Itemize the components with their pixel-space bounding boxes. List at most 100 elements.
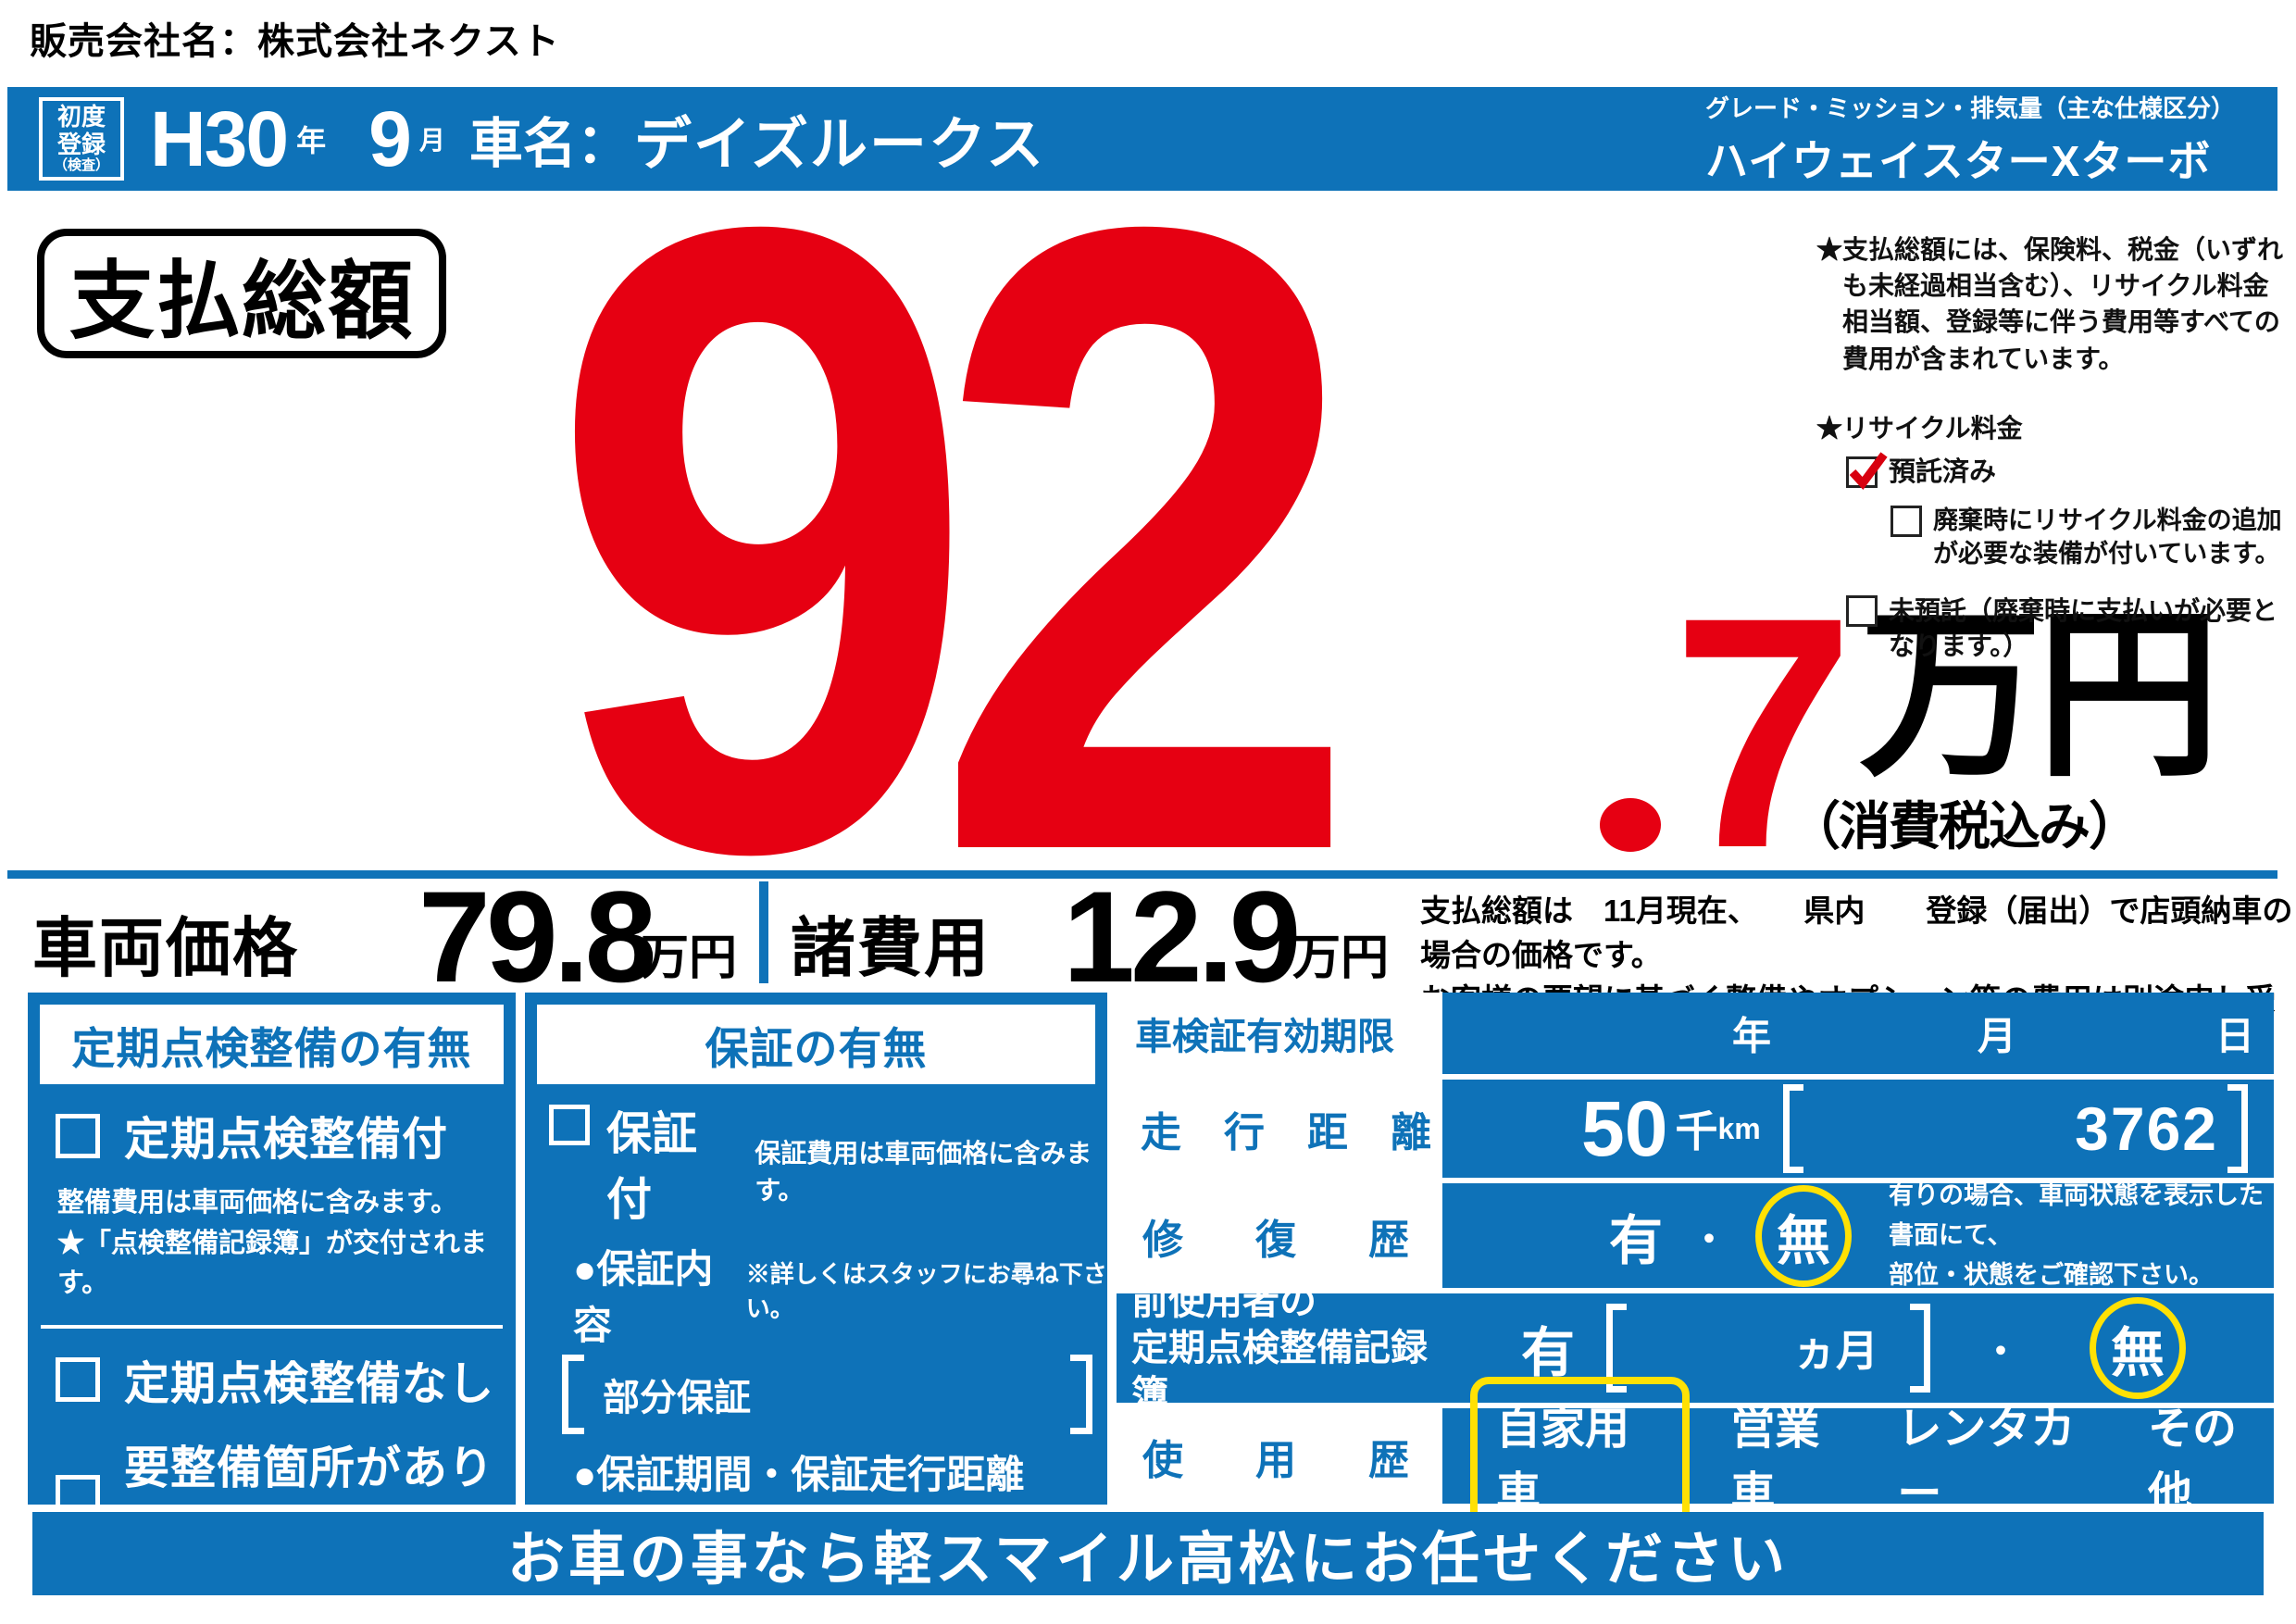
- price-note-line1: 支払総額は 11月現在、 県内 登録（届出）で店頭納車の場合の価格です。: [1420, 893, 2293, 972]
- warranty-panel: 保証の有無 保証付 保証費用は車両価格に含みます。 ●保証内容 ※詳しくはスタッ…: [525, 993, 1107, 1608]
- maintenance-opt1-row: 定期点検整備付: [56, 1103, 516, 1168]
- row-repair-label: 修復歴: [1117, 1183, 1442, 1288]
- total-payment-label: 支払総額: [69, 254, 414, 349]
- warranty-with-label: 保証付: [606, 1109, 698, 1225]
- grade-block: グレード・ミッション・排気量（主な仕様区分） ハイウェイスターXターボ: [1705, 90, 2235, 189]
- shop-banner: お車の事なら軽スマイル高松にお任せください: [32, 1512, 2264, 1595]
- checkbox-empty: [1890, 505, 1922, 537]
- vehicle-price-value: 79.8: [418, 864, 656, 1009]
- checkbox-empty: [56, 1113, 100, 1158]
- warranty-content-bracket: 部分保証: [562, 1355, 1092, 1434]
- notes-panel: ★支払総額には、保険料、税金（いずれも未経過相当含む）、リサイクル料金相当額、登…: [1816, 231, 2290, 663]
- maintenance-title: 定期点検整備の有無: [40, 1005, 504, 1084]
- warranty-title: 保証の有無: [537, 1005, 1095, 1084]
- recycle-additional-label: 廃棄時にリサイクル料金の追加が必要な装備が付いています。: [1933, 506, 2282, 568]
- bracket-right-icon: [1070, 1355, 1092, 1434]
- row-record-label: 前使用者の 定期点検整備記録簿: [1117, 1281, 1442, 1415]
- recycle-fee-title: ★リサイクル料金: [1816, 413, 2023, 443]
- odometer-unit1: 千: [1675, 1107, 1718, 1156]
- maintenance-panel: 定期点検整備の有無 定期点検整備付 整備費用は車両価格に含みます。 ★「点検整備…: [28, 993, 516, 1624]
- maintenance-opt3-note2: 部位・状態をご確認下さい。: [28, 1615, 516, 1624]
- row-record-value: 有 ヵ月 ・ 無: [1442, 1293, 2274, 1403]
- seller-label: 販売会社名：: [30, 21, 257, 62]
- grade-caption: グレード・ミッション・排気量（主な仕様区分）: [1704, 94, 2235, 122]
- checkbox-checked: [1846, 452, 1888, 490]
- check-icon: [1849, 452, 1888, 490]
- fees-value: 12.9: [1063, 864, 1301, 1009]
- condition-table: 車検証有効期限 年 月 日 走行距離 50 千 km 3762 修復歴 有 ・ …: [1117, 993, 2274, 1536]
- car-name-label: 車名：: [468, 114, 630, 174]
- seller-line: 販売会社名：株式会社ネクスト: [30, 11, 560, 65]
- maintenance-opt2-row: 定期点検整備なし: [56, 1347, 516, 1413]
- registration-year: H30: [150, 94, 289, 182]
- record-no-circled: 無: [2090, 1297, 2187, 1399]
- decimal-point: [1600, 798, 1661, 852]
- row-usage-value: 自家用車 営業車 レンタカー その他: [1442, 1376, 2274, 1536]
- car-name: デイズルークス: [633, 113, 1046, 177]
- first-reg-line1: 初度: [57, 103, 106, 131]
- total-payment-label-box: 支払総額: [37, 229, 446, 358]
- odometer-unit2: km: [1717, 1111, 1761, 1145]
- row-inspection-label: 車検証有効期限: [1117, 993, 1442, 1074]
- row-inspection-value: 年 月 日: [1442, 993, 2274, 1074]
- recycle-deposited-row: 預託済み: [1846, 452, 2290, 491]
- record-label-line1: 前使用者の: [1131, 1281, 1316, 1322]
- record-yes: 有: [1521, 1323, 1576, 1383]
- inspection-month-unit: 月: [1978, 1014, 2017, 1058]
- checkbox-empty: [549, 1105, 590, 1145]
- warranty-content-note: ※詳しくはスタッフにお尋ね下さい。: [745, 1260, 1107, 1322]
- warranty-content-label: ●保証内容: [573, 1247, 714, 1347]
- row-usage-label: 使用歴: [1117, 1408, 1442, 1504]
- seller-name: 株式会社ネクスト: [257, 21, 560, 62]
- warranty-with-note: 保証費用は車両価格に含みます。: [755, 1139, 1092, 1205]
- maintenance-opt1-notes: 整備費用は車両価格に含みます。 ★「点検整備記録簿」が交付されます。: [57, 1183, 516, 1305]
- recycle-deposited-label: 預託済み: [1889, 456, 1997, 487]
- bracket-left-icon: [1606, 1304, 1628, 1393]
- maintenance-opt1-note1: 整備費用は車両価格に含みます。: [57, 1188, 458, 1218]
- record-month-unit: ヵ月: [1793, 1327, 1879, 1375]
- usage-commercial: 営業車: [1730, 1404, 1820, 1518]
- repair-note-line1: 有りの場合、車両状態を表示した書面にて、: [1889, 1181, 2265, 1249]
- month-unit: 月: [418, 126, 445, 155]
- checkbox-empty: [1846, 594, 1878, 627]
- vehicle-price-unit: 万円: [641, 931, 738, 985]
- record-label-line2: 定期点検整備記録簿: [1131, 1328, 1428, 1415]
- first-registration-box: 初度 登録 （検査）: [39, 97, 125, 181]
- fees-label: 諸費用: [791, 912, 991, 984]
- usage-other: その他: [2147, 1404, 2237, 1518]
- total-price-unit: 万円: [1859, 593, 2220, 797]
- repair-yes: 有: [1609, 1210, 1664, 1271]
- tax-included-note: （消費税込み）: [1789, 797, 2140, 856]
- warranty-period-label: ●保証期間・保証走行距離: [573, 1453, 1025, 1496]
- repair-no-circled: 無: [1755, 1184, 1853, 1287]
- row-odometer-label: 走行距離: [1117, 1080, 1442, 1178]
- inspection-day-unit: 日: [2215, 1014, 2255, 1058]
- price-divider-bar: [759, 881, 768, 983]
- usage-rental: レンタカー: [1897, 1404, 2076, 1518]
- vehicle-price-label: 車両価格: [32, 912, 299, 984]
- total-includes-note: ★支払総額には、保険料、税金（いずれも未経過相当含む）、リサイクル料金相当額、登…: [1816, 235, 2284, 373]
- panel-divider: [538, 1605, 1094, 1608]
- repair-note: 有りの場合、車両状態を表示した書面にて、 部位・状態をご確認下さい。: [1889, 1176, 2274, 1296]
- bracket-right-icon: [2227, 1084, 2248, 1173]
- repair-note-line2: 部位・状態をご確認下さい。: [1889, 1261, 2215, 1290]
- registration-month: 9: [368, 94, 412, 182]
- odometer-exact-value: 3762: [2075, 1094, 2218, 1163]
- warranty-content-value: 部分保証: [603, 1378, 751, 1418]
- dot-separator: ・: [1982, 1331, 2020, 1372]
- recycle-notdeposited-label: 未預託（廃棄時に支払いが必要となります。）: [1889, 595, 2278, 660]
- odometer-value: 50: [1581, 1084, 1668, 1172]
- row-repair-value: 有 ・ 無 有りの場合、車両状態を表示した書面にて、 部位・状態をご確認下さい。: [1442, 1181, 2274, 1289]
- row-odometer-value: 50 千 km 3762: [1442, 1080, 2274, 1178]
- grade-value: ハイウェイスターXターボ: [1704, 136, 2212, 185]
- divider-rule: [7, 870, 2277, 879]
- total-price-decimal: 7: [1672, 550, 1855, 917]
- total-price-integer: 92: [548, 44, 1362, 1036]
- first-reg-line3: （検査）: [54, 156, 110, 173]
- first-reg-line2: 登録: [57, 130, 106, 158]
- bracket-left-icon: [562, 1355, 584, 1434]
- recycle-additional-row: 廃棄時にリサイクル料金の追加が必要な装備が付いています。: [1890, 504, 2290, 571]
- inspection-year-unit: 年: [1732, 1014, 1772, 1058]
- checkbox-empty: [56, 1357, 100, 1402]
